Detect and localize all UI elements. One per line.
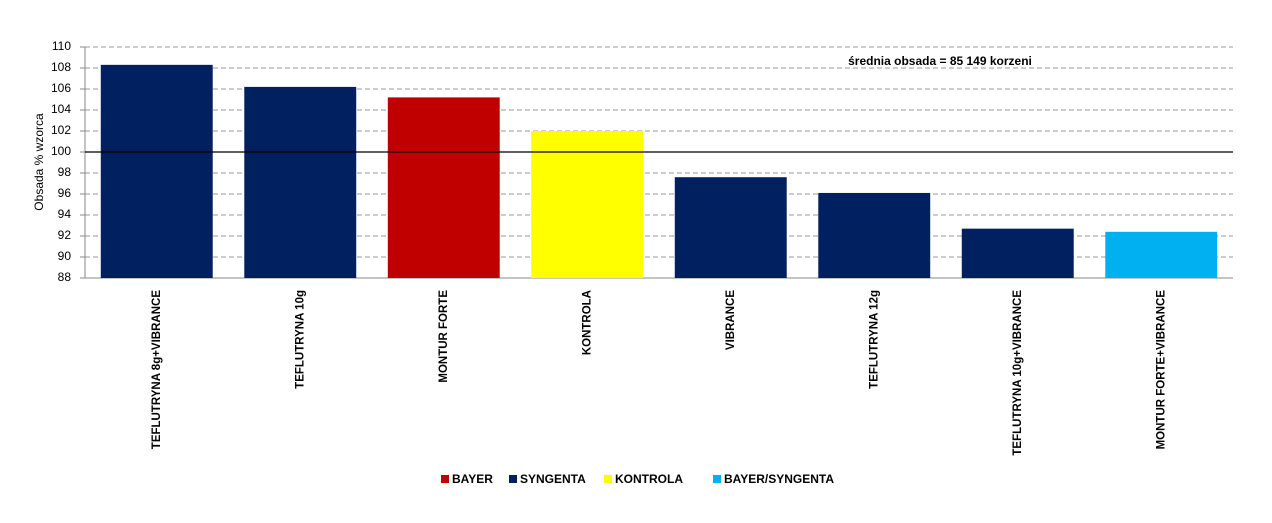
annotation: średnia obsada = 85 149 korzeni	[848, 54, 1032, 68]
legend-label: SYNGENTA	[520, 472, 586, 486]
y-tick-label: 102	[51, 123, 71, 137]
x-tick-label: TEFLUTRYNA 10g+VIBRANCE	[1012, 290, 1024, 456]
x-tick-label: MONTUR FORTE+VIBRANCE	[1155, 290, 1167, 450]
legend-swatch	[604, 475, 612, 483]
x-tick-label: TEFLUTRYNA 12g	[868, 290, 880, 389]
x-tick-label: TEFLUTRYNA 10g	[294, 290, 306, 389]
y-tick-label: 92	[58, 228, 72, 242]
x-tick-label: VIBRANCE	[725, 290, 737, 350]
bar	[818, 192, 931, 278]
y-axis-label: Obsada % wzorca	[32, 113, 46, 211]
x-tick-label: TEFLUTRYNA 8g+VIBRANCE	[151, 290, 163, 450]
legend-label: KONTROLA	[615, 472, 683, 486]
bar	[387, 97, 500, 279]
legend-swatch	[713, 475, 721, 483]
y-tick-label: 106	[51, 81, 71, 95]
bar	[100, 64, 213, 278]
y-tick-label: 108	[51, 60, 71, 74]
y-tick-label: 88	[58, 270, 72, 284]
bar	[244, 86, 357, 279]
legend-label: BAYER	[452, 472, 493, 486]
y-tick-label: 96	[58, 186, 72, 200]
y-tick-label: 110	[52, 39, 71, 53]
x-tick-label: KONTROLA	[581, 290, 593, 355]
bar	[1105, 231, 1218, 278]
bar	[961, 228, 1074, 278]
y-tick-label: 98	[58, 165, 72, 179]
bar	[674, 177, 787, 278]
legend-swatch	[509, 475, 517, 483]
y-tick-label: 90	[58, 249, 72, 263]
bar	[531, 131, 644, 278]
legend-label: BAYER/SYNGENTA	[724, 472, 834, 486]
y-tick-label: 94	[58, 207, 72, 221]
y-tick-label: 100	[51, 144, 71, 158]
legend-swatch	[441, 475, 449, 483]
y-tick-label: 104	[51, 102, 71, 116]
x-tick-label: MONTUR FORTE	[438, 290, 450, 383]
